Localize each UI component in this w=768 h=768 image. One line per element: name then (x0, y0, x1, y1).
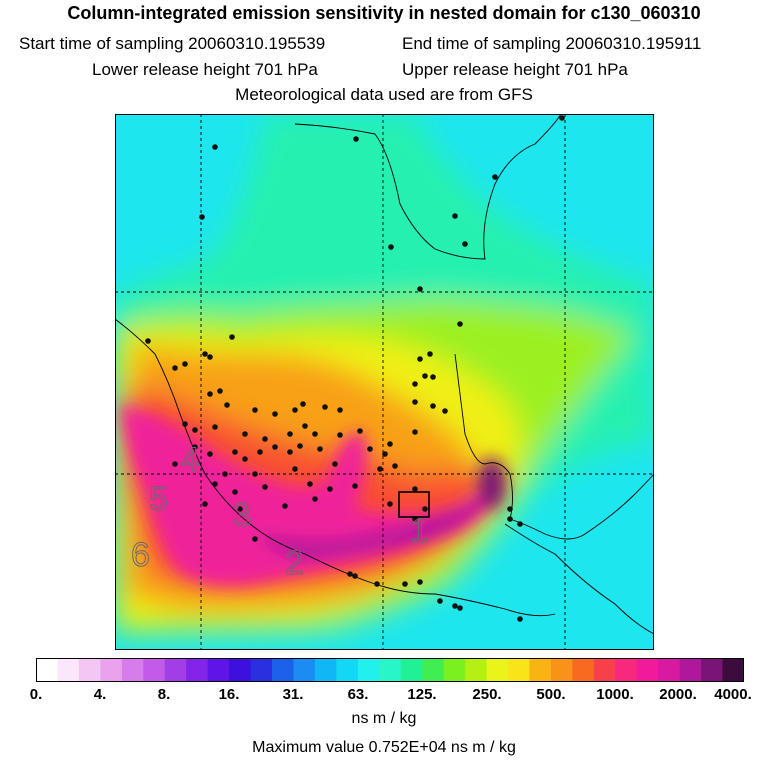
lower-release-label: Lower release height 701 hPa (92, 60, 318, 79)
colorbar-tick-label: 500. (536, 686, 566, 703)
colorbar-tick-label: 16. (218, 686, 240, 703)
colorbar-cell (422, 658, 445, 682)
colorbar-frame (36, 658, 744, 682)
colorbar-cell (443, 658, 466, 682)
chart-title: Column-integrated emission sensitivity i… (67, 3, 701, 23)
map-frame (115, 114, 654, 650)
region-label-2: 2 (285, 544, 304, 582)
colorbar-cell (229, 658, 252, 682)
high-sensitivity-core (120, 404, 506, 587)
colorbar-cell (400, 658, 423, 682)
region-label-3: 3 (233, 496, 252, 534)
colorbar-cell (36, 658, 59, 682)
colorbar-cell (164, 658, 187, 682)
colorbar-cell (486, 658, 509, 682)
start-time-label: Start time of sampling 20060310.195539 (19, 34, 326, 53)
colorbar-cell (529, 658, 552, 682)
region-label-5: 5 (149, 480, 168, 518)
colorbar-cell (336, 658, 359, 682)
colorbar-cell (143, 658, 166, 682)
colorbar-cell (572, 658, 595, 682)
upper-release-label: Upper release height 701 hPa (402, 60, 628, 79)
colorbar-cell (658, 658, 681, 682)
emission-sensitivity-map: 1 2 3 4 5 6 (115, 114, 654, 650)
colorbar-cell (636, 658, 659, 682)
region-label-1: 1 (410, 512, 429, 550)
colorbar-cell (78, 658, 101, 682)
colorbar-cell (250, 658, 273, 682)
max-value-label: Maximum value 0.752E+04 ns m / kg (252, 739, 516, 756)
colorbar-tick-label: 31. (282, 686, 304, 703)
colorbar-tick-label: 0. (29, 686, 43, 703)
colorbar-cell (57, 658, 80, 682)
colorbar-tick-label: 125. (407, 686, 437, 703)
colorbar-cell (100, 658, 123, 682)
colorbar-cell (615, 658, 638, 682)
colorbar-tick-label: 1000. (596, 686, 634, 703)
colorbar (36, 658, 744, 682)
colorbar-cell (293, 658, 316, 682)
colorbar-tick-label: 4. (93, 686, 107, 703)
end-time-label: End time of sampling 20060310.195911 (402, 34, 702, 53)
colorbar-cell (207, 658, 230, 682)
colorbar-tick-label: 8. (157, 686, 171, 703)
colorbar-tick-label: 2000. (659, 686, 697, 703)
colorbar-cell (186, 658, 209, 682)
colorbar-tick-label: 63. (347, 686, 369, 703)
colorbar-tick-label: 250. (472, 686, 502, 703)
colorbar-cell (550, 658, 573, 682)
colorbar-units: ns m / kg (351, 710, 417, 727)
grid-lines (115, 114, 654, 650)
receptor-box (398, 491, 430, 518)
colorbar-cell (722, 658, 744, 682)
met-data-label: Meteorological data used are from GFS (235, 85, 533, 104)
colorbar-cell (379, 658, 402, 682)
region-labels: 1 2 3 4 5 6 (131, 441, 430, 583)
region-label-4: 4 (181, 441, 200, 479)
colorbar-cell (465, 658, 488, 682)
colorbar-cell (508, 658, 531, 682)
colorbar-cell (272, 658, 295, 682)
colorbar-cell (314, 658, 337, 682)
colorbar-cell (593, 658, 616, 682)
colorbar-tick-label: 4000. (714, 686, 752, 703)
colorbar-cell (701, 658, 724, 682)
colorbar-cell (121, 658, 144, 682)
colorbar-cell (679, 658, 702, 682)
region-label-6: 6 (131, 536, 150, 574)
colorbar-cell (357, 658, 380, 682)
sampling-points (145, 115, 565, 622)
